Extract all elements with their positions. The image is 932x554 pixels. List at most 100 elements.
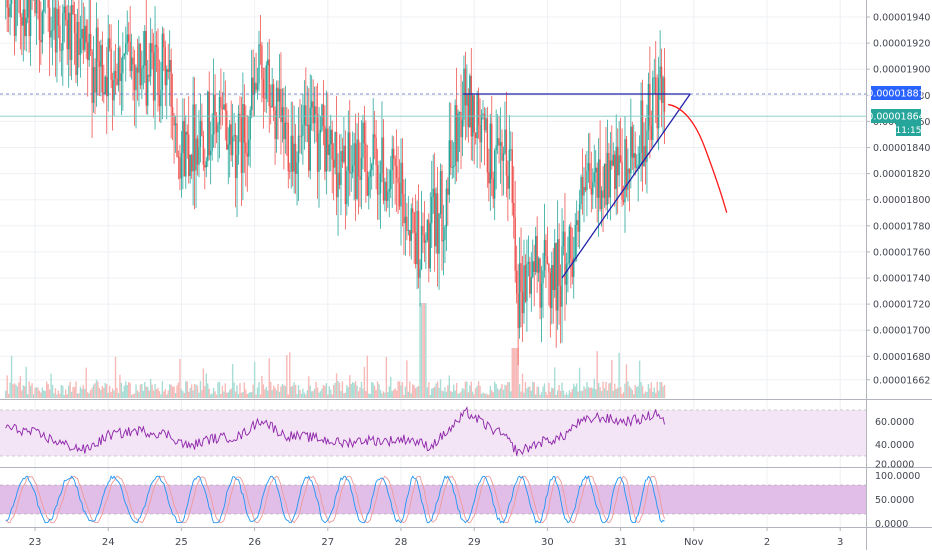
candle-body — [220, 96, 222, 108]
volume-bar — [6, 375, 8, 398]
candle-body — [300, 135, 303, 137]
volume-bar — [360, 381, 363, 398]
volume-bar — [493, 381, 496, 398]
volume-bar — [540, 392, 543, 398]
volume-bar — [85, 367, 87, 398]
volume-bar — [133, 393, 136, 398]
candle-body — [580, 177, 582, 204]
candle-body — [401, 162, 404, 195]
candle-body — [75, 33, 77, 76]
time-tick-label: 25 — [175, 537, 188, 548]
candle-body — [407, 230, 410, 232]
volume-bar — [141, 384, 143, 398]
candle-body — [491, 123, 493, 179]
candle-body — [343, 145, 345, 162]
volume-bar — [573, 383, 575, 398]
volume-bar — [337, 381, 339, 398]
candle-body — [154, 44, 156, 101]
volume-bar — [549, 391, 552, 398]
volume-bar — [467, 392, 470, 398]
volume-bar — [640, 382, 642, 398]
volume-bar — [215, 394, 218, 398]
candle-body — [335, 131, 338, 198]
candle-body — [546, 256, 549, 264]
volume-bar — [84, 388, 86, 398]
candle-body — [372, 134, 374, 165]
candle-body — [312, 101, 314, 124]
candle-body — [237, 113, 240, 155]
volume-bar — [501, 383, 503, 398]
candle-body — [246, 153, 248, 157]
volume-bar — [561, 382, 563, 398]
volume-bar — [365, 391, 367, 398]
countdown-tag-bg — [896, 123, 921, 136]
volume-bar — [188, 391, 190, 398]
volume-bar — [229, 389, 231, 398]
candle-body — [308, 124, 310, 171]
volume-bar — [171, 386, 174, 398]
candle-body — [294, 143, 297, 174]
volume-bar — [265, 386, 268, 398]
volume-bar — [120, 382, 123, 398]
candle-body — [360, 157, 363, 180]
volume-bar — [592, 388, 594, 398]
candle-body — [534, 236, 537, 272]
candle-body — [400, 162, 402, 207]
volume-bar — [634, 385, 636, 398]
volume-bar — [602, 381, 604, 398]
candle-body — [291, 135, 294, 172]
volume-bar — [495, 384, 497, 398]
candle-body — [205, 161, 207, 168]
candle-body — [498, 138, 500, 146]
candle-body — [97, 27, 99, 62]
candle-body — [198, 146, 200, 165]
candle-body — [527, 261, 530, 264]
volume-bar — [327, 394, 329, 398]
candle-body — [488, 172, 490, 184]
volume-bar — [144, 382, 146, 398]
candle-body — [592, 182, 594, 195]
candle-body — [202, 135, 205, 165]
candle-body — [59, 25, 61, 51]
volume-bar — [593, 378, 595, 398]
volume-bar — [463, 389, 465, 398]
volume-bar — [448, 375, 451, 398]
volume-bar — [296, 394, 298, 398]
volume-bar — [460, 391, 462, 398]
candle-body — [637, 164, 639, 167]
volume-bar — [201, 390, 203, 398]
candle-body — [126, 34, 128, 44]
candle-body — [584, 187, 587, 191]
volume-bar — [647, 384, 650, 398]
candle-body — [43, 0, 45, 12]
candle-body — [549, 272, 552, 309]
volume-bar — [293, 382, 295, 398]
candle-body — [470, 75, 472, 137]
volume-bar — [209, 394, 212, 398]
volume-bar — [149, 378, 152, 398]
candle-body — [420, 226, 423, 270]
volume-bar — [310, 391, 313, 398]
volume-bar — [127, 381, 130, 398]
volume-bar — [158, 391, 161, 398]
candle-body — [82, 28, 85, 50]
volume-bar — [271, 390, 273, 398]
candle-body — [62, 12, 64, 51]
candle-body — [652, 77, 654, 140]
price-tick-label: 0.00001662 — [873, 375, 930, 386]
candle-body — [448, 140, 451, 195]
volume-bar — [277, 383, 279, 398]
candle-body — [48, 7, 51, 38]
volume-bar — [145, 386, 147, 398]
volume-bar — [44, 391, 46, 398]
candle-body — [392, 148, 395, 159]
candle-body — [543, 239, 546, 271]
volume-bar — [63, 394, 65, 398]
volume-bar — [47, 383, 49, 398]
volume-bar — [379, 389, 382, 398]
candle-body — [653, 77, 655, 79]
volume-bar — [627, 381, 629, 398]
candle-body — [581, 177, 584, 196]
volume-bar — [413, 385, 415, 398]
